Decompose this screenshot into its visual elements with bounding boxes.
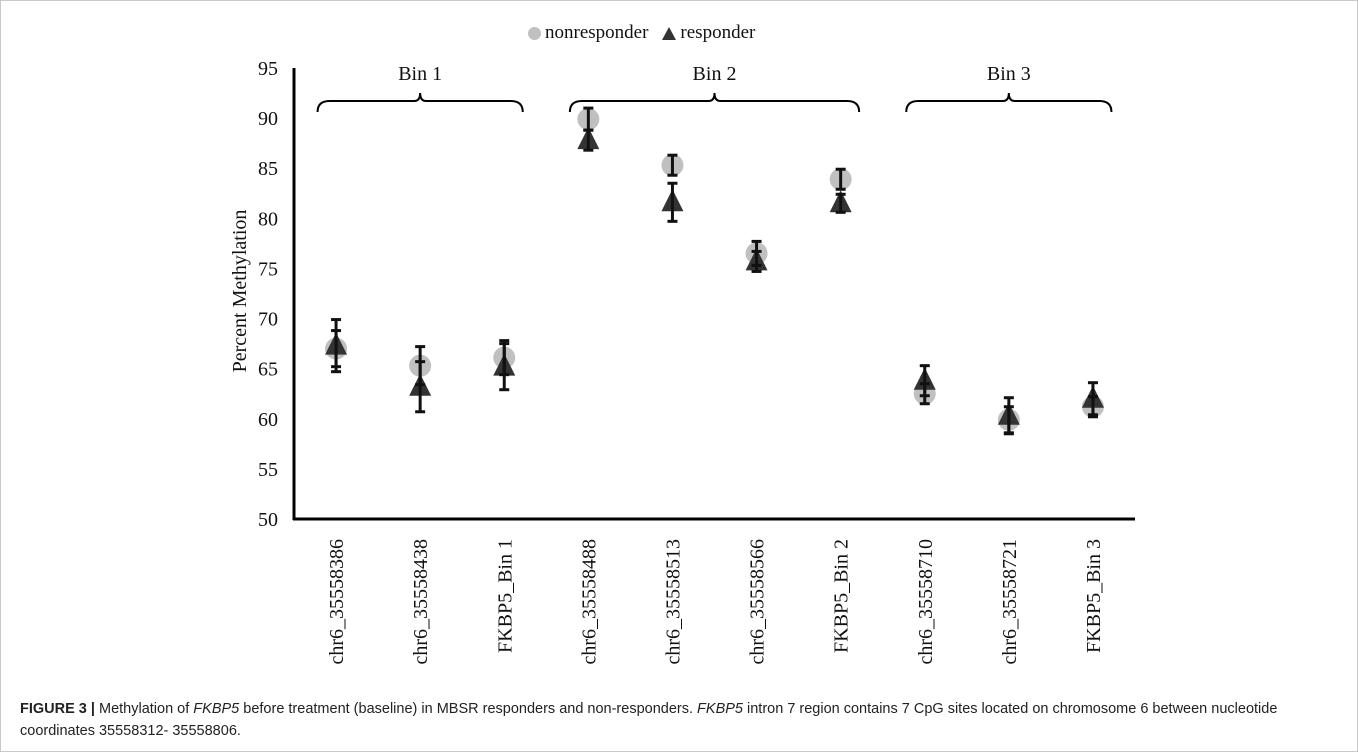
bin-bracket	[905, 92, 1113, 113]
legend: nonresponder responder	[528, 22, 755, 44]
y-tick-label: 75	[258, 258, 278, 280]
axes: 50 55 60 65 70 75 80 85 90 95 chr6_35558386 chr6_35…	[258, 58, 1135, 665]
bin-bracket	[568, 92, 861, 113]
caption-text-3: intron 7 region contains 7 CpG sites loc…	[20, 701, 1278, 739]
bin-brackets: Bin 1 Bin 2 Bin 3	[316, 63, 1113, 113]
y-tick-label: 65	[258, 359, 278, 381]
caption-gene-2: FKBP5	[697, 701, 743, 717]
legend-label-responder: responder	[680, 22, 756, 43]
y-tick-label: 60	[258, 409, 278, 431]
x-tick-label: chr6_35558710	[915, 539, 937, 665]
y-tick-label: 90	[258, 108, 278, 130]
caption-gene-1: FKBP5	[193, 701, 240, 717]
x-tick-label: FKBP5_Bin 2	[831, 539, 853, 653]
x-tick-label: chr6_35558438	[410, 539, 432, 665]
figure-caption: FIGURE 3 | Methylation of FKBP5 before t…	[20, 698, 1330, 742]
y-tick-label: 95	[258, 58, 278, 80]
legend-item-responder: responder	[662, 22, 755, 44]
bin-label: Bin 2	[693, 63, 737, 85]
y-tick-label: 80	[258, 208, 278, 230]
data-marks	[325, 106, 1104, 436]
y-tick-label: 55	[258, 459, 278, 481]
x-tick-label: chr6_35558566	[747, 539, 769, 665]
y-tick-label: 70	[258, 309, 278, 331]
circle-marker-icon	[528, 26, 541, 40]
bin-bracket	[316, 92, 524, 113]
x-tick-label: chr6_35558513	[662, 539, 684, 665]
legend-item-nonresponder: nonresponder	[528, 22, 648, 44]
figure-label: FIGURE 3 |	[20, 701, 95, 717]
x-tick-label: chr6_35558488	[578, 539, 600, 665]
y-tick-label: 85	[258, 158, 278, 180]
bin-label: Bin 3	[987, 63, 1031, 85]
chart: 50 55 60 65 70 75 80 85 90 95 chr6_35558386 chr6_35…	[229, 58, 1135, 665]
x-tick-label: chr6_35558721	[999, 539, 1021, 665]
x-tick-label: chr6_35558386	[326, 539, 348, 665]
x-tick-label: FKBP5_Bin 1	[494, 539, 516, 653]
triangle-marker-icon	[662, 26, 677, 40]
caption-text-2: before treatment (baseline) in MBSR resp…	[239, 701, 698, 717]
y-axis-label: Percent Methylation	[229, 210, 251, 373]
bin-label: Bin 1	[398, 63, 442, 85]
caption-text-1: Methylation of	[94, 701, 194, 717]
legend-label-nonresponder: nonresponder	[545, 22, 649, 43]
y-tick-label: 50	[258, 509, 278, 531]
x-tick-label: FKBP5_Bin 3	[1083, 539, 1105, 653]
